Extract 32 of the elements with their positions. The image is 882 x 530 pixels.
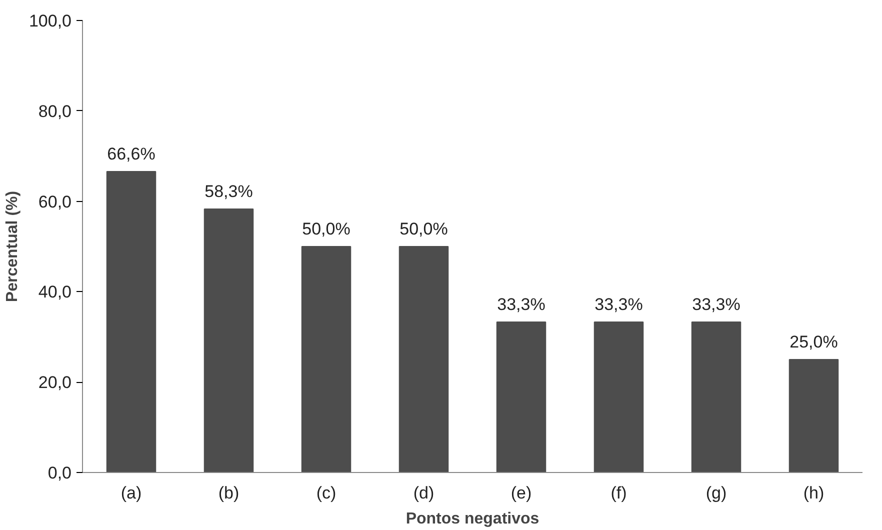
- x-tick-label: (f): [610, 484, 627, 502]
- y-tick-label: 20,0: [38, 373, 72, 392]
- data-label: 50,0%: [302, 220, 350, 238]
- x-tick-label: (e): [510, 484, 532, 502]
- bar: [788, 359, 839, 472]
- bar: [301, 246, 352, 472]
- data-label: 50,0%: [400, 220, 448, 238]
- data-label: 66,6%: [107, 144, 156, 164]
- data-label: 33,3%: [692, 294, 740, 314]
- y-tick-label: 40,0: [38, 282, 72, 302]
- x-tick-label: (g): [706, 484, 727, 502]
- bar: [691, 321, 742, 472]
- y-axis-title: Percentual (%): [4, 190, 21, 302]
- x-tick-label: (b): [218, 484, 240, 502]
- bar: [204, 208, 254, 472]
- data-label: 25,0%: [790, 332, 838, 352]
- data-label: 33,3%: [594, 294, 643, 314]
- y-tick-label: 80,0: [38, 102, 72, 121]
- x-tick-label: (c): [316, 484, 336, 502]
- bar: [594, 321, 644, 472]
- bar: [496, 321, 546, 472]
- y-tick-label: 0,0: [48, 464, 72, 482]
- y-tick-label: 60,0: [38, 192, 72, 212]
- x-tick-label: (d): [413, 484, 434, 502]
- bar: [106, 170, 156, 472]
- x-axis-title: Pontos negativos: [406, 510, 540, 528]
- y-tick-label: 100,0: [28, 12, 72, 30]
- data-label: 33,3%: [497, 294, 546, 314]
- bar: [398, 246, 449, 472]
- data-label: 58,3%: [204, 182, 253, 201]
- x-tick-label: (a): [120, 484, 142, 502]
- x-tick-label: (h): [803, 484, 824, 502]
